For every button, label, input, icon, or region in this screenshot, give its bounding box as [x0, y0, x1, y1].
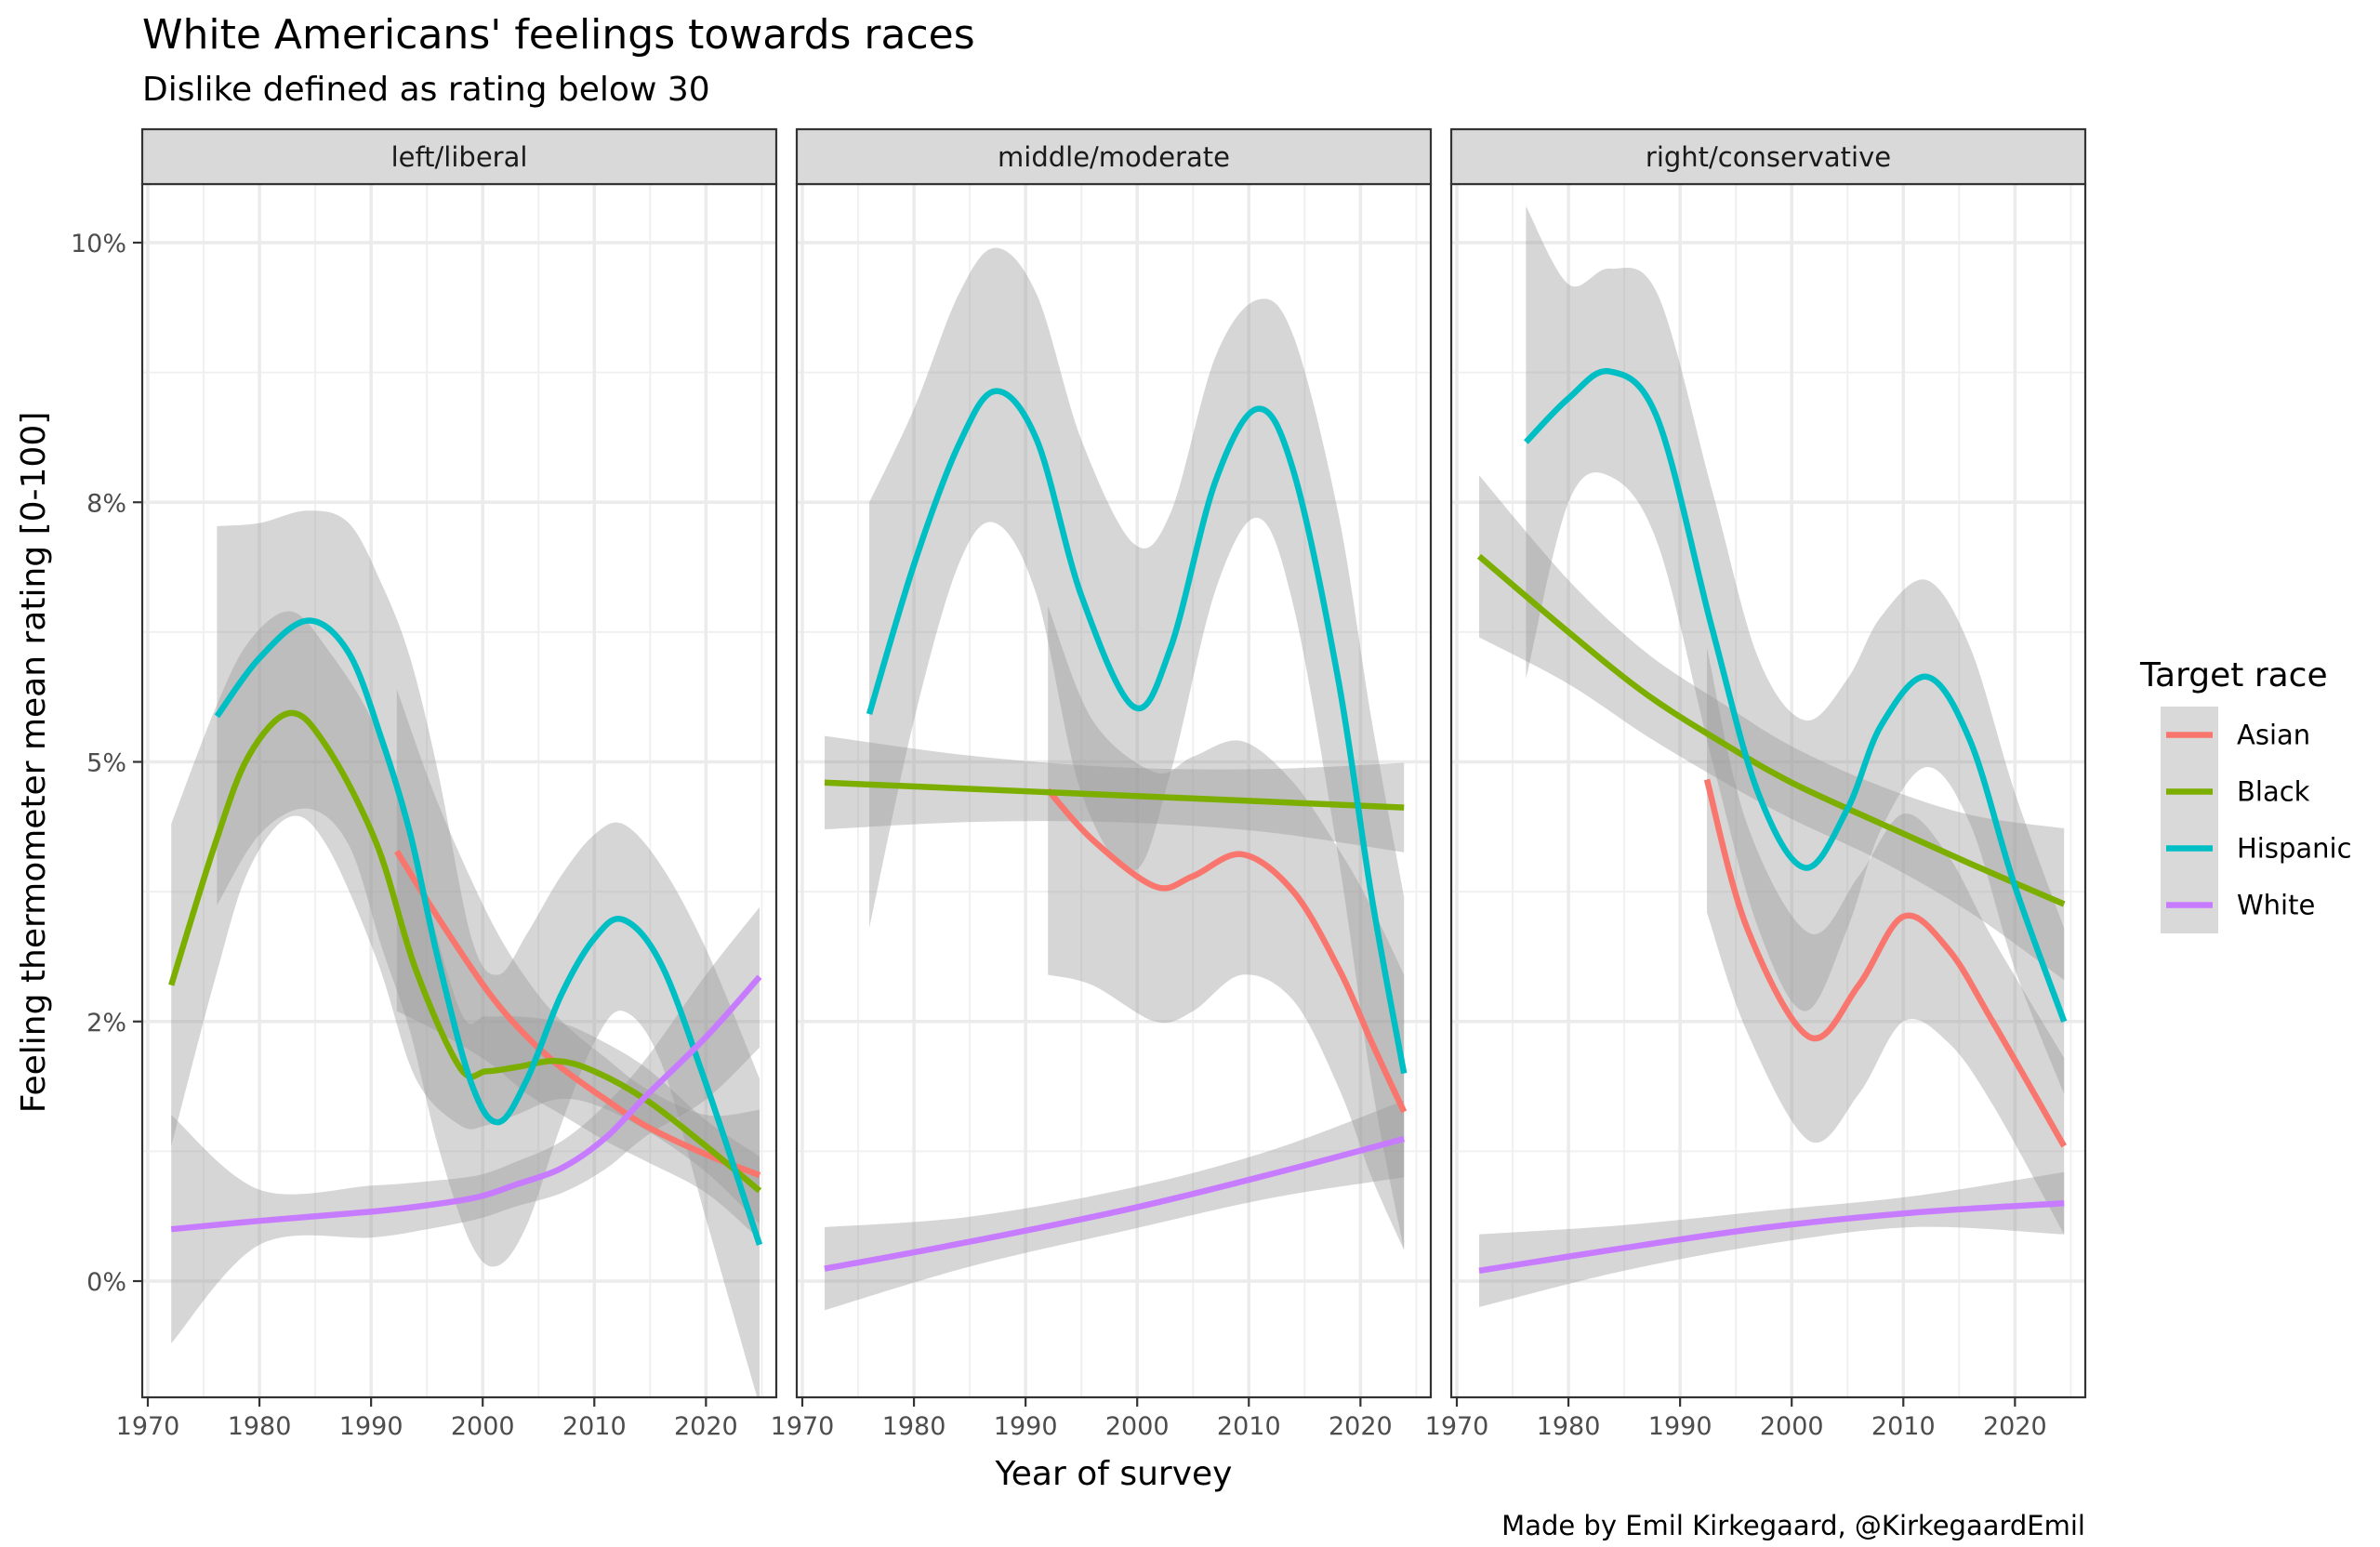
- confidence-ribbon-hispanic: [869, 247, 1405, 1250]
- legend-label-black: Black: [2237, 776, 2310, 808]
- y-tick-label: 10%: [71, 230, 126, 258]
- legend-key-background: [2161, 707, 2218, 933]
- chart-title: White Americans' feelings towards races: [142, 11, 975, 59]
- x-tick-label: 1980: [228, 1412, 292, 1441]
- legend-title: Target race: [2139, 656, 2328, 694]
- x-tick-label: 2020: [1329, 1412, 1393, 1441]
- confidence-ribbon-asian: [396, 689, 760, 1240]
- panel-background: [1451, 184, 2085, 1397]
- ribbons: [171, 510, 760, 1397]
- facet-strip-label: right/conservative: [1646, 141, 1891, 173]
- x-tick-label: 2000: [451, 1412, 515, 1441]
- lines: [1476, 367, 2068, 1275]
- confidence-ribbon-white: [1479, 1171, 2065, 1307]
- facet-panel-right-conservative: right/conservative 1970 1980 1990 2000 2010 20…: [1425, 127, 2087, 1441]
- x-tick-label: 2010: [1871, 1412, 1936, 1441]
- facet-strip-label: middle/moderate: [998, 141, 1230, 173]
- trend-line-white: [170, 974, 762, 1233]
- x-tick-label: 2020: [1983, 1412, 2047, 1441]
- lines: [168, 617, 763, 1246]
- trend-line-white: [1478, 1199, 2065, 1275]
- x-tick-label: 2000: [1760, 1412, 1824, 1441]
- facet-panel-left-liberal: left/liberal 1970 1980 1990 2000 2010 2020: [116, 127, 778, 1441]
- confidence-ribbon-hispanic: [217, 510, 760, 1397]
- caption: Made by Emil Kirkegaard, @KirkegaardEmil: [1501, 1510, 2085, 1541]
- x-tick-label: 2020: [674, 1412, 738, 1441]
- trend-line-black: [824, 779, 1405, 811]
- x-tick-label: 1980: [1537, 1412, 1601, 1441]
- trend-line-black: [1476, 553, 2066, 907]
- y-tick-label: 8%: [86, 489, 126, 518]
- x-tick-label: 2000: [1105, 1412, 1170, 1441]
- trend-line-asian: [394, 849, 761, 1179]
- trend-line-hispanic: [214, 617, 763, 1246]
- y-tick-label: 0%: [86, 1268, 126, 1297]
- panel-background: [142, 184, 776, 1397]
- trend-line-white: [824, 1135, 1406, 1272]
- x-tick-label: 2010: [1217, 1412, 1281, 1441]
- confidence-ribbon-white: [171, 906, 760, 1343]
- x-tick-label: 1970: [116, 1412, 180, 1441]
- y-axis-title: Feeling thermometer mean rating [0-100]: [15, 412, 53, 1114]
- x-axis-title: Year of survey: [995, 1455, 1233, 1493]
- facet-strip-label: left/liberal: [391, 141, 528, 173]
- trend-line-asian: [1703, 778, 2068, 1148]
- legend-label-hispanic: Hispanic: [2237, 833, 2352, 865]
- confidence-ribbon-black: [1479, 475, 2065, 981]
- facet-strip: [1449, 127, 2087, 186]
- panel-background: [797, 184, 1431, 1397]
- legend-label-white: White: [2237, 890, 2315, 921]
- facet-strip: [140, 127, 778, 186]
- trend-line-hispanic: [866, 388, 1408, 1075]
- x-tick-label: 1990: [1648, 1412, 1712, 1441]
- trend-line-hispanic: [1524, 367, 2068, 1023]
- trend-line-black: [168, 709, 762, 1194]
- trend-line-asian: [1045, 787, 1408, 1114]
- legend-label-asian: Asian: [2237, 720, 2310, 751]
- x-tick-label: 1980: [882, 1412, 946, 1441]
- confidence-ribbon-black: [171, 611, 760, 1224]
- y-tick-label: 2%: [86, 1009, 126, 1038]
- lines: [824, 388, 1408, 1272]
- confidence-ribbon-asian: [1048, 605, 1405, 1250]
- x-tick-label: 2010: [562, 1412, 627, 1441]
- chart-subtitle: Dislike defined as rating below 30: [142, 71, 710, 109]
- x-tick-label: 1990: [339, 1412, 403, 1441]
- facet-strip: [795, 127, 1433, 186]
- legend: Target race Asian Black Hispanic White: [2139, 656, 2352, 933]
- facet-panel-middle-moderate: middle/moderate 1970 1980 1990 2000 2010 2020: [771, 127, 1433, 1441]
- x-tick-label: 1970: [1425, 1412, 1489, 1441]
- x-tick-label: 1970: [771, 1412, 835, 1441]
- confidence-ribbon-white: [825, 1100, 1405, 1311]
- y-axis: 0% 2% 5% 8% 10%: [71, 230, 142, 1297]
- y-tick-label: 5%: [86, 749, 126, 778]
- x-tick-label: 1990: [994, 1412, 1058, 1441]
